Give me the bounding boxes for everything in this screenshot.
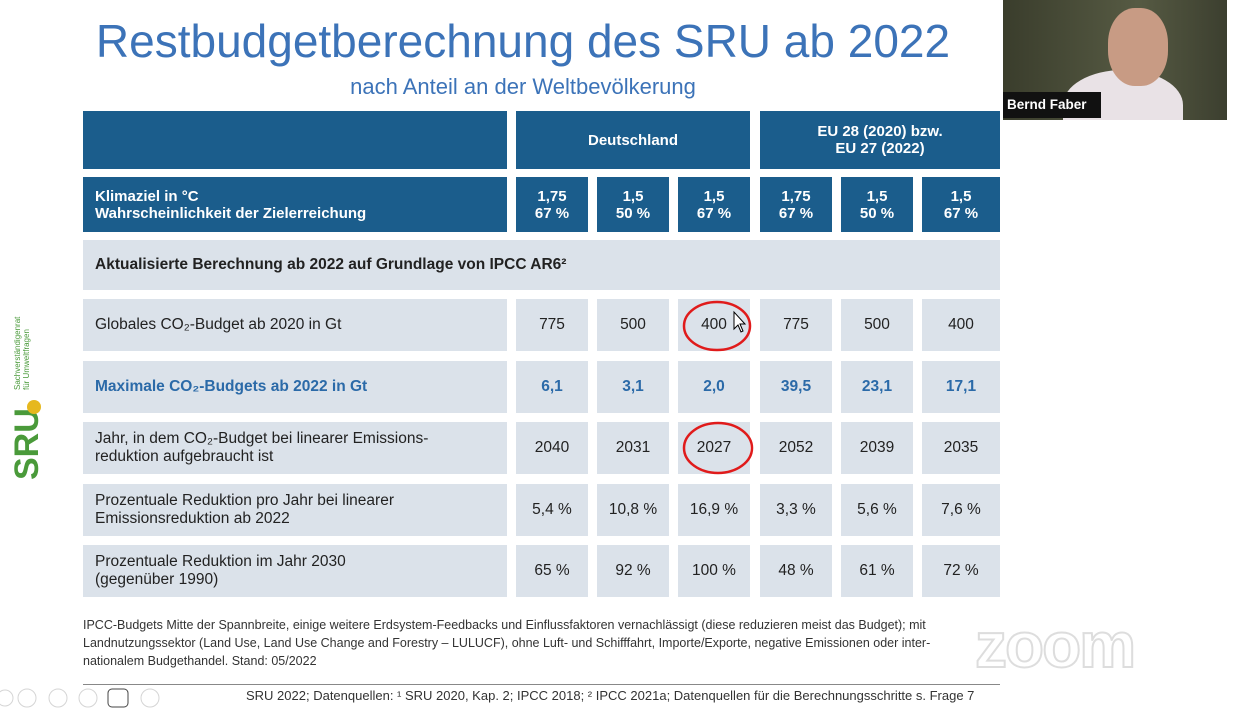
source: SRU 2022; Datenquellen: ¹ SRU 2020, Kap.… — [246, 688, 975, 703]
target-line: 1,75 — [781, 187, 811, 205]
logo-dot — [27, 400, 41, 414]
target-line: 1,75 — [537, 187, 567, 205]
divider — [83, 684, 1000, 685]
target-line: 50 % — [859, 204, 895, 222]
toolbar — [0, 688, 160, 708]
value-cell: 65 % — [516, 545, 588, 597]
value-cell: 3,3 % — [760, 484, 832, 536]
cursor — [733, 310, 747, 333]
row-label-line: Jahr, in dem CO₂-Budget bei linearer Emi… — [95, 430, 429, 447]
target-line: 1,5 — [866, 187, 888, 205]
row-label: Maximale CO₂-Budgets ab 2022 in Gt — [83, 361, 507, 413]
value-cell: 7,6 % — [922, 484, 1000, 536]
group-header: EU 28 (2020) bzw. EU 27 (2022) — [760, 111, 1000, 169]
row-label-line: (gegenüber 1990) — [95, 571, 219, 588]
value-cell: 2040 — [516, 422, 588, 474]
row-label-line: reduktion aufgebraucht ist — [95, 448, 274, 465]
row-label-line: Maximale CO₂-Budgets ab 2022 in Gt — [95, 378, 368, 395]
person-head — [1108, 8, 1168, 86]
value-cell: 6,1 — [516, 361, 588, 413]
target-cell: 1,5 50 % — [597, 177, 669, 232]
row-label-line: Globales CO₂-Budget ab 2020 in Gt — [95, 316, 342, 333]
value-cell: 5,6 % — [841, 484, 913, 536]
value-cell: 775 — [516, 299, 588, 351]
group-header: Deutschland — [516, 111, 750, 169]
target-line: 67 % — [943, 204, 979, 222]
value-cell: 2,0 — [678, 361, 750, 413]
row-label: Jahr, in dem CO₂-Budget bei linearer Emi… — [83, 422, 507, 474]
value-cell: 92 % — [597, 545, 669, 597]
value-cell: 775 — [760, 299, 832, 351]
footnote-line: IPCC-Budgets Mitte der Spannbreite, eini… — [83, 618, 926, 632]
target-line: 50 % — [615, 204, 651, 222]
row-label: Prozentuale Reduktion im Jahr 2030 (gegen… — [83, 545, 507, 597]
value-cell: 2035 — [922, 422, 1000, 474]
value-cell: 2052 — [760, 422, 832, 474]
value-cell: 17,1 — [922, 361, 1000, 413]
target-label: Klimaziel in °C Wahrscheinlichkeit der Zi… — [83, 177, 507, 232]
value-cell: 2027 — [678, 422, 750, 474]
target-cell: 1,5 50 % — [841, 177, 913, 232]
camera-button[interactable] — [107, 688, 129, 708]
footnote-line: Landnutzungssektor (Land Use, Land Use C… — [83, 636, 931, 650]
value-cell: 48 % — [760, 545, 832, 597]
row-label-line: Emissionsreduktion ab 2022 — [95, 510, 290, 527]
value-cell: 23,1 — [841, 361, 913, 413]
value-cell: 100 % — [678, 545, 750, 597]
value-cell: 500 — [597, 299, 669, 351]
target-line: 67 % — [778, 204, 814, 222]
highlight-circle — [682, 421, 754, 475]
row-label-line: Prozentuale Reduktion pro Jahr bei linea… — [95, 492, 394, 509]
target-line: 1,5 — [703, 187, 725, 205]
target-cell: 1,75 67 % — [760, 177, 832, 232]
value-cell: 500 — [841, 299, 913, 351]
value-cell: 5,4 % — [516, 484, 588, 536]
group-label: EU 27 (2022) — [835, 140, 925, 157]
target-line: 1,5 — [622, 187, 644, 205]
target-line: 67 % — [696, 204, 732, 222]
group-label: Deutschland — [587, 131, 678, 149]
footnote-line: nationalem Budgethandel. Stand: 05/2022 — [83, 654, 317, 668]
footnote: IPCC-Budgets Mitte der Spannbreite, eini… — [83, 616, 1013, 670]
value-cell: 61 % — [841, 545, 913, 597]
value-cell: 2031 — [597, 422, 669, 474]
row-label-line: Prozentuale Reduktion im Jahr 2030 — [95, 553, 346, 570]
value-cell: 39,5 — [760, 361, 832, 413]
value-cell: 16,9 % — [678, 484, 750, 536]
webcam-video[interactable]: Bernd Faber — [1003, 0, 1227, 120]
header-cell — [83, 111, 507, 169]
value-cell: 72 % — [922, 545, 1000, 597]
slide-title: Restbudgetberechnung des SRU ab 2022 — [95, 15, 951, 67]
target-cell: 1,75 67 % — [516, 177, 588, 232]
section-row: Aktualisierte Berechnung ab 2022 auf Gru… — [83, 240, 1000, 290]
group-label: EU 28 (2020) bzw. — [817, 123, 943, 140]
watermark: zoom — [974, 608, 1137, 682]
target-label-line: Wahrscheinlichkeit der Zielerreichung — [95, 204, 367, 222]
value-cell: 2039 — [841, 422, 913, 474]
target-cell: 1,5 67 % — [678, 177, 750, 232]
target-line: 1,5 — [950, 187, 972, 205]
value-cell: 3,1 — [597, 361, 669, 413]
value-cell: 10,8 % — [597, 484, 669, 536]
highlight-circle — [682, 300, 752, 352]
target-line: 67 % — [534, 204, 570, 222]
slide-subtitle: nach Anteil an der Weltbevölkerung — [350, 74, 696, 99]
target-label-line: Klimaziel in °C — [95, 187, 199, 205]
row-label: Prozentuale Reduktion pro Jahr bei linea… — [83, 484, 507, 536]
target-cell: 1,5 67 % — [922, 177, 1000, 232]
row-label: Globales CO₂-Budget ab 2020 in Gt — [83, 299, 507, 351]
participant-name: Bernd Faber — [1003, 92, 1101, 118]
value-cell: 400 — [922, 299, 1000, 351]
